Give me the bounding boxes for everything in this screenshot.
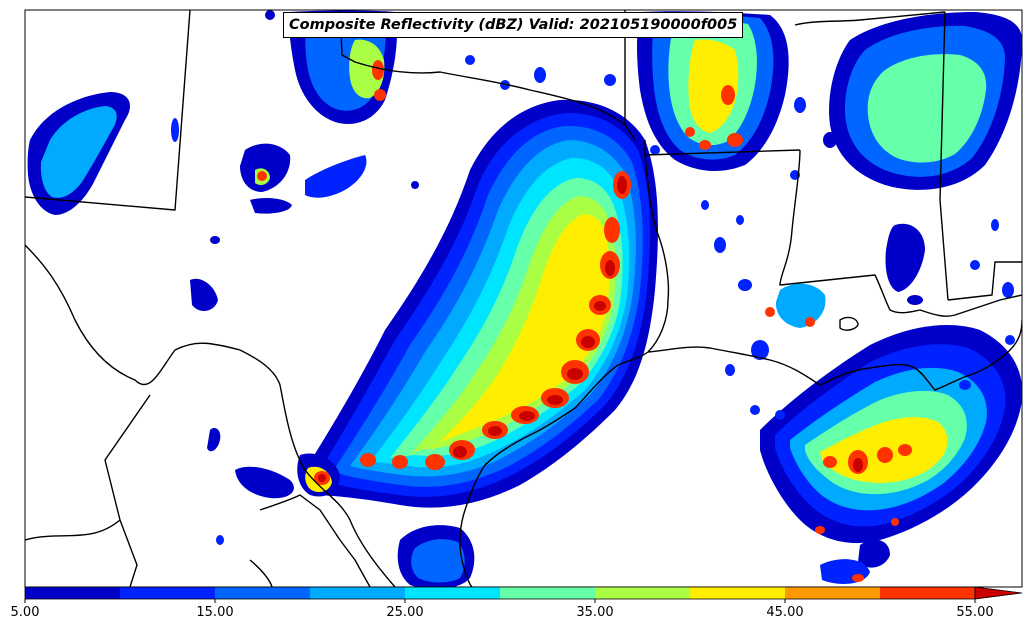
mexico-south-border bbox=[25, 519, 121, 541]
arkansas-line bbox=[637, 11, 789, 172]
colorbar-segment bbox=[405, 587, 501, 599]
map-title: Composite Reflectivity (dBZ) Valid: 2021… bbox=[283, 12, 744, 38]
colorbar-tick-label: 45.00 bbox=[766, 605, 804, 620]
colorbar-segment bbox=[880, 587, 976, 599]
intense-cores bbox=[257, 60, 912, 582]
ok-tx-panhandle-border bbox=[339, 10, 636, 141]
geographic-borders bbox=[25, 10, 1022, 587]
colorbar-segment bbox=[120, 587, 216, 599]
mobile-bay-coast bbox=[889, 294, 1022, 317]
colorbar-extend-arrow bbox=[974, 586, 1023, 600]
texas-coastline bbox=[459, 351, 649, 587]
tx-la-border bbox=[644, 140, 670, 353]
colorbar-segment bbox=[785, 587, 881, 599]
mexico-state-border-2 bbox=[249, 559, 273, 587]
scattered-cells bbox=[171, 10, 1015, 545]
gulf-islands bbox=[839, 316, 859, 331]
mexico-border bbox=[25, 244, 396, 587]
mississippi-river bbox=[779, 149, 891, 311]
colorbar-segment bbox=[690, 587, 786, 599]
radar-echoes bbox=[27, 10, 1022, 587]
colorbar bbox=[24, 586, 1023, 603]
mexico-interior-border bbox=[104, 394, 151, 587]
colorbar-segment bbox=[215, 587, 311, 599]
colorbar-segment bbox=[310, 587, 406, 599]
colorbar-outline bbox=[24, 586, 976, 600]
ar-ms-border bbox=[794, 11, 946, 26]
colorbar-tick-label: 25.00 bbox=[386, 605, 424, 620]
al-fl-border bbox=[947, 261, 1022, 301]
nm-texas-border bbox=[25, 10, 191, 211]
mexico-state-border bbox=[259, 494, 371, 587]
colorbar-tick-label: 15.00 bbox=[196, 605, 234, 620]
colorbar-tick-label: 35.00 bbox=[576, 605, 614, 620]
colorbar-segment bbox=[595, 587, 691, 599]
south-texas-cells bbox=[297, 453, 475, 587]
ms-al-border bbox=[939, 11, 949, 301]
ar-la-border bbox=[644, 149, 801, 156]
louisiana-coastline bbox=[647, 319, 1022, 391]
colorbar-segment bbox=[25, 587, 121, 599]
colorbar-segment bbox=[500, 587, 596, 599]
colorbar-tick-label: 5.00 bbox=[10, 605, 40, 620]
mississippi-cells bbox=[775, 12, 1022, 328]
colorbar-tick-label: 55.00 bbox=[956, 605, 994, 620]
